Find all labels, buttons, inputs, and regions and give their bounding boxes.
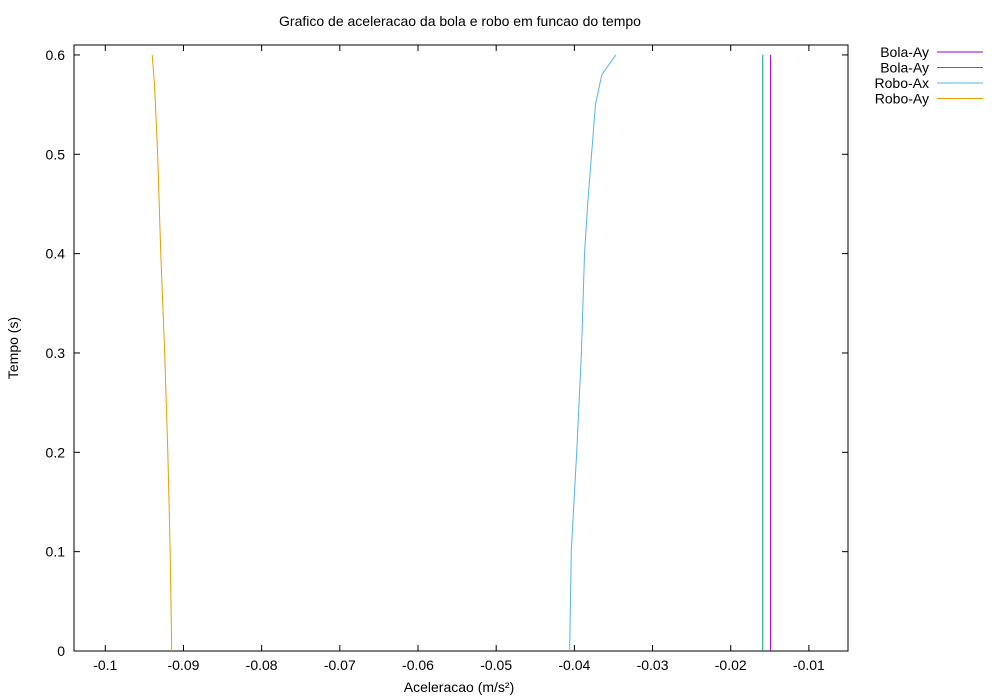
y-tick-label: 0.4: [46, 246, 66, 262]
y-tick-label: 0.1: [46, 544, 66, 560]
legend-label: Bola-Ay: [880, 60, 929, 76]
x-tick-label: -0.01: [793, 657, 825, 673]
axis-ticks: -0.1 -0.09 -0.08 -0.07 -0.06 -0.05 -0.04 -0.03 -…: [46, 45, 848, 673]
legend-label: Robo-Ay: [875, 91, 929, 107]
x-tick-label: -0.02: [715, 657, 747, 673]
x-tick-label: -0.07: [324, 657, 356, 673]
legend-label: Bola-Ay: [880, 44, 929, 60]
y-tick-label: 0.6: [46, 47, 66, 63]
plot-frame: [73, 44, 849, 652]
chart-title: Grafico de aceleracao da bola e robo em …: [279, 13, 641, 29]
y-tick-label: 0: [57, 643, 65, 659]
y-tick-label: 0.3: [46, 345, 66, 361]
y-tick-label: 0.2: [46, 444, 66, 460]
series-group: [151, 54, 772, 652]
x-tick-label: -0.05: [480, 657, 512, 673]
x-tick-label: -0.09: [167, 657, 199, 673]
y-axis-label: Tempo (s): [5, 317, 21, 379]
x-tick-label: -0.1: [93, 657, 117, 673]
x-axis-label: Aceleracao (m/s²): [404, 679, 514, 695]
series-line: [569, 54, 617, 652]
legend-label: Robo-Ax: [875, 75, 929, 91]
x-tick-label: -0.08: [246, 657, 278, 673]
x-tick-label: -0.04: [558, 657, 590, 673]
x-tick-label: -0.06: [402, 657, 434, 673]
y-tick-label: 0.5: [46, 146, 66, 162]
series-line: [151, 54, 173, 652]
x-tick-label: -0.03: [637, 657, 669, 673]
